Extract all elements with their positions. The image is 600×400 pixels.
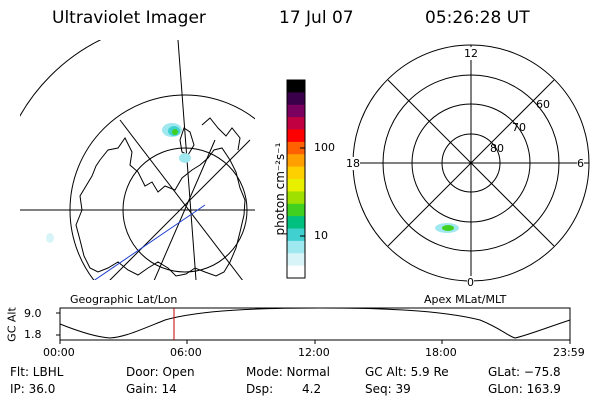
altitude-ylabel: GC Alt bbox=[5, 307, 19, 342]
altitude-xtick: 06:00 bbox=[170, 346, 202, 359]
meridian-line bbox=[153, 139, 216, 280]
door-info: Door: Open bbox=[126, 365, 195, 379]
meridian-line bbox=[109, 139, 251, 280]
colorbar-tick-10: 10 bbox=[314, 229, 328, 242]
altitude-xtick: 18:00 bbox=[425, 346, 457, 359]
coastline bbox=[75, 137, 246, 277]
coastline bbox=[179, 127, 195, 156]
colorbar-cell bbox=[287, 240, 305, 254]
mlt-label-0: 0 bbox=[467, 276, 474, 289]
flt-info: Flt: LBHL bbox=[10, 365, 64, 379]
colorbar-cell bbox=[287, 203, 305, 217]
altitude-curve bbox=[59, 307, 571, 339]
time-label: 05:26:28 UT bbox=[425, 8, 530, 28]
mlat-label-80: 80 bbox=[490, 142, 504, 155]
altitude-ytick-low: 1.8 bbox=[24, 328, 42, 341]
colorbar-cell bbox=[287, 80, 305, 93]
glat-info: GLat: −75.8 bbox=[488, 365, 561, 379]
colorbar-cell bbox=[287, 179, 305, 192]
seq-info: Seq: 39 bbox=[365, 382, 411, 396]
colorbar-cell bbox=[287, 154, 305, 168]
colorbar-cell bbox=[287, 141, 305, 155]
gain-info: Gain: 14 bbox=[126, 382, 177, 396]
meridian-line bbox=[119, 119, 243, 280]
altitude-ytick-high: 9.0 bbox=[24, 307, 42, 320]
dsp-label: Dsp: bbox=[246, 382, 274, 396]
mlt-label-6: 6 bbox=[577, 157, 584, 170]
dsp-value: 4.2 bbox=[302, 382, 322, 396]
instrument-title: Ultraviolet Imager bbox=[52, 8, 206, 28]
colorbar-cell bbox=[287, 117, 305, 131]
geographic-caption: Geographic Lat/Lon bbox=[70, 293, 178, 306]
colorbar-cell bbox=[287, 129, 305, 143]
colorbar-cell bbox=[287, 191, 305, 205]
mode-info: Mode: Normal bbox=[246, 365, 330, 379]
colorbar-tick-100: 100 bbox=[314, 141, 335, 154]
mlt-line bbox=[387, 79, 555, 247]
altitude-xtick: 00:00 bbox=[43, 346, 75, 359]
colorbar-cell bbox=[287, 265, 305, 279]
colorbar-cell bbox=[287, 166, 305, 180]
ip-info: IP: 36.0 bbox=[10, 382, 56, 396]
gc-alt-info: GC Alt: 5.9 Re bbox=[365, 365, 449, 379]
mlat-label-60: 60 bbox=[536, 98, 550, 111]
mlt-label-18: 18 bbox=[346, 157, 360, 170]
colorbar-cell bbox=[287, 104, 305, 118]
altitude-xtick: 23:59 bbox=[553, 346, 585, 359]
glon-info: GLon: 163.9 bbox=[488, 382, 561, 396]
mlat-label-70: 70 bbox=[512, 121, 526, 134]
colorbar-cell bbox=[287, 253, 305, 267]
coastline bbox=[201, 117, 241, 151]
satellite-track bbox=[93, 204, 206, 280]
altitude-xtick: 12:00 bbox=[298, 346, 330, 359]
date-label: 17 Jul 07 bbox=[279, 8, 354, 28]
colorbar-cell bbox=[287, 92, 305, 106]
mlt-label-12: 12 bbox=[464, 47, 478, 60]
colorbar-cell bbox=[287, 216, 305, 230]
colorbar-cell bbox=[287, 228, 305, 242]
apex-caption: Apex MLat/MLT bbox=[424, 293, 507, 306]
